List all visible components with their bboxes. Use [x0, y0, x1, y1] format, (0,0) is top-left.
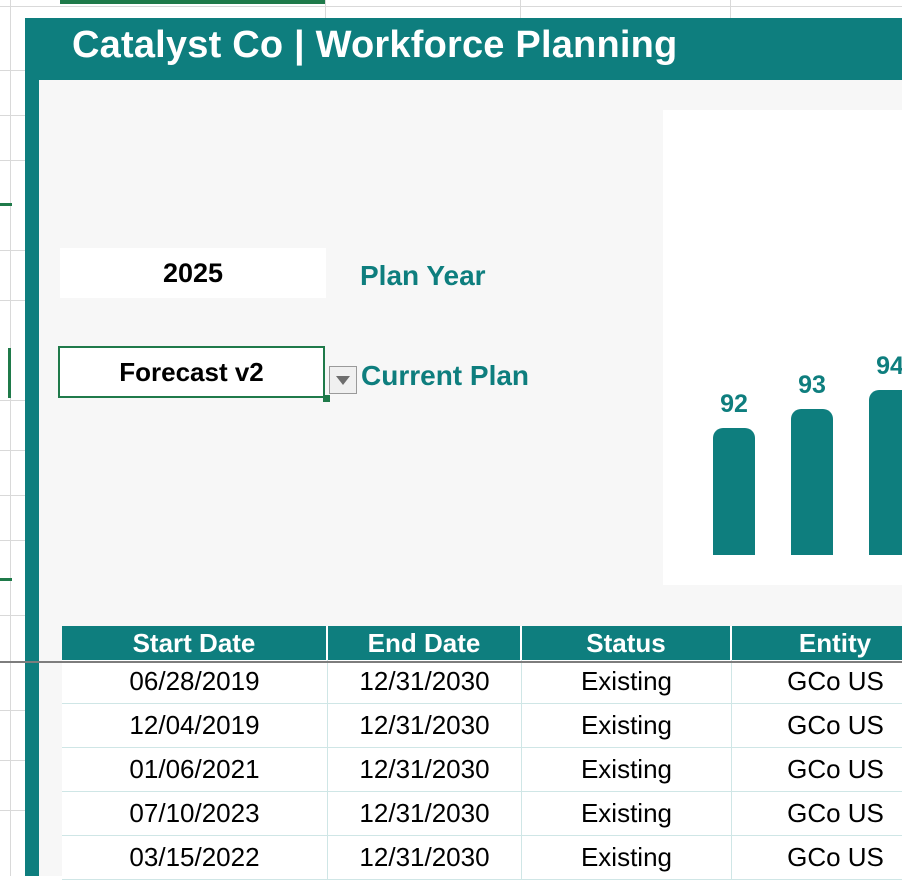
fill-handle[interactable] — [323, 395, 330, 402]
grid-row-line — [0, 6, 902, 7]
chart-bar — [869, 390, 902, 555]
grid-row-line — [0, 400, 25, 401]
table-cell[interactable]: Existing — [522, 748, 732, 792]
table-cell[interactable]: 06/28/2019 — [62, 660, 328, 704]
chart-data-label: 93 — [798, 371, 826, 399]
chart-bar — [713, 428, 755, 555]
grid-row-line — [0, 300, 25, 301]
table-cell[interactable]: 01/06/2021 — [62, 748, 328, 792]
grid-col-line — [730, 0, 731, 18]
table-row: 03/15/2022 12/31/2030 Existing GCo US — [62, 836, 902, 880]
table-cell[interactable]: 12/31/2030 — [328, 792, 522, 836]
grid-col-line — [325, 0, 326, 18]
grid-col-line — [520, 0, 521, 18]
table-cell[interactable]: 12/31/2030 — [328, 660, 522, 704]
table-body: 06/28/2019 12/31/2030 Existing GCo US 12… — [62, 660, 902, 880]
chevron-down-icon — [336, 376, 350, 385]
grid-row-line — [0, 250, 25, 251]
header-bar: Catalyst Co | Workforce Planning — [25, 18, 902, 80]
grid-row-line — [0, 710, 25, 711]
selection-mark — [8, 348, 11, 398]
table-cell[interactable]: GCo US — [732, 660, 902, 704]
column-header-entity[interactable]: Entity — [732, 626, 902, 660]
grid-row-line — [0, 810, 25, 811]
table-cell[interactable]: Existing — [522, 836, 732, 880]
selection-mark — [0, 578, 12, 581]
table-cell[interactable]: GCo US — [732, 748, 902, 792]
table-cell[interactable]: Existing — [522, 792, 732, 836]
column-header-status[interactable]: Status — [522, 626, 732, 660]
table-cell[interactable]: 12/31/2030 — [328, 748, 522, 792]
grid-row-line — [0, 760, 25, 761]
chart-data-label: 92 — [720, 390, 748, 418]
table-cell[interactable]: 12/31/2030 — [328, 836, 522, 880]
column-header-start-date[interactable]: Start Date — [62, 626, 328, 660]
table-row: 01/06/2021 12/31/2030 Existing GCo US — [62, 748, 902, 792]
grid-row-line — [0, 615, 25, 616]
table-cell[interactable]: GCo US — [732, 704, 902, 748]
table-cell[interactable]: GCo US — [732, 836, 902, 880]
grid-row-line — [0, 115, 25, 116]
table-header: Start Date End Date Status Entity — [62, 626, 902, 660]
headcount-chart: 92 93 94 — [663, 110, 902, 585]
table-cell[interactable]: Existing — [522, 704, 732, 748]
chart-bar — [791, 409, 833, 555]
grid-row-line — [0, 160, 25, 161]
plan-year-cell[interactable]: 2025 — [60, 248, 326, 298]
left-accent-bar — [25, 80, 39, 876]
table-row: 07/10/2023 12/31/2030 Existing GCo US — [62, 792, 902, 836]
freeze-pane-line — [0, 661, 902, 663]
page-title: Catalyst Co | Workforce Planning — [72, 24, 678, 66]
selection-mark — [60, 0, 325, 4]
table-cell[interactable]: 03/15/2022 — [62, 836, 328, 880]
table-cell[interactable]: 12/31/2030 — [328, 704, 522, 748]
chart-data-label: 94 — [876, 352, 902, 380]
grid-col-line — [10, 0, 11, 876]
table-row: 06/28/2019 12/31/2030 Existing GCo US — [62, 660, 902, 704]
table-cell[interactable]: GCo US — [732, 792, 902, 836]
grid-row-line — [0, 495, 25, 496]
current-plan-dropdown-button[interactable] — [329, 366, 357, 394]
table-cell[interactable]: Existing — [522, 660, 732, 704]
grid-row-line — [0, 450, 25, 451]
table-row: 12/04/2019 12/31/2030 Existing GCo US — [62, 704, 902, 748]
selection-mark — [0, 203, 12, 206]
table-cell[interactable]: 07/10/2023 — [62, 792, 328, 836]
plan-year-label: Plan Year — [360, 260, 486, 291]
column-header-end-date[interactable]: End Date — [328, 626, 522, 660]
table-cell[interactable]: 12/04/2019 — [62, 704, 328, 748]
grid-row-line — [0, 540, 25, 541]
grid-row-line — [0, 70, 25, 71]
current-plan-label: Current Plan — [361, 360, 530, 391]
current-plan-cell[interactable]: Forecast v2 — [58, 346, 325, 398]
